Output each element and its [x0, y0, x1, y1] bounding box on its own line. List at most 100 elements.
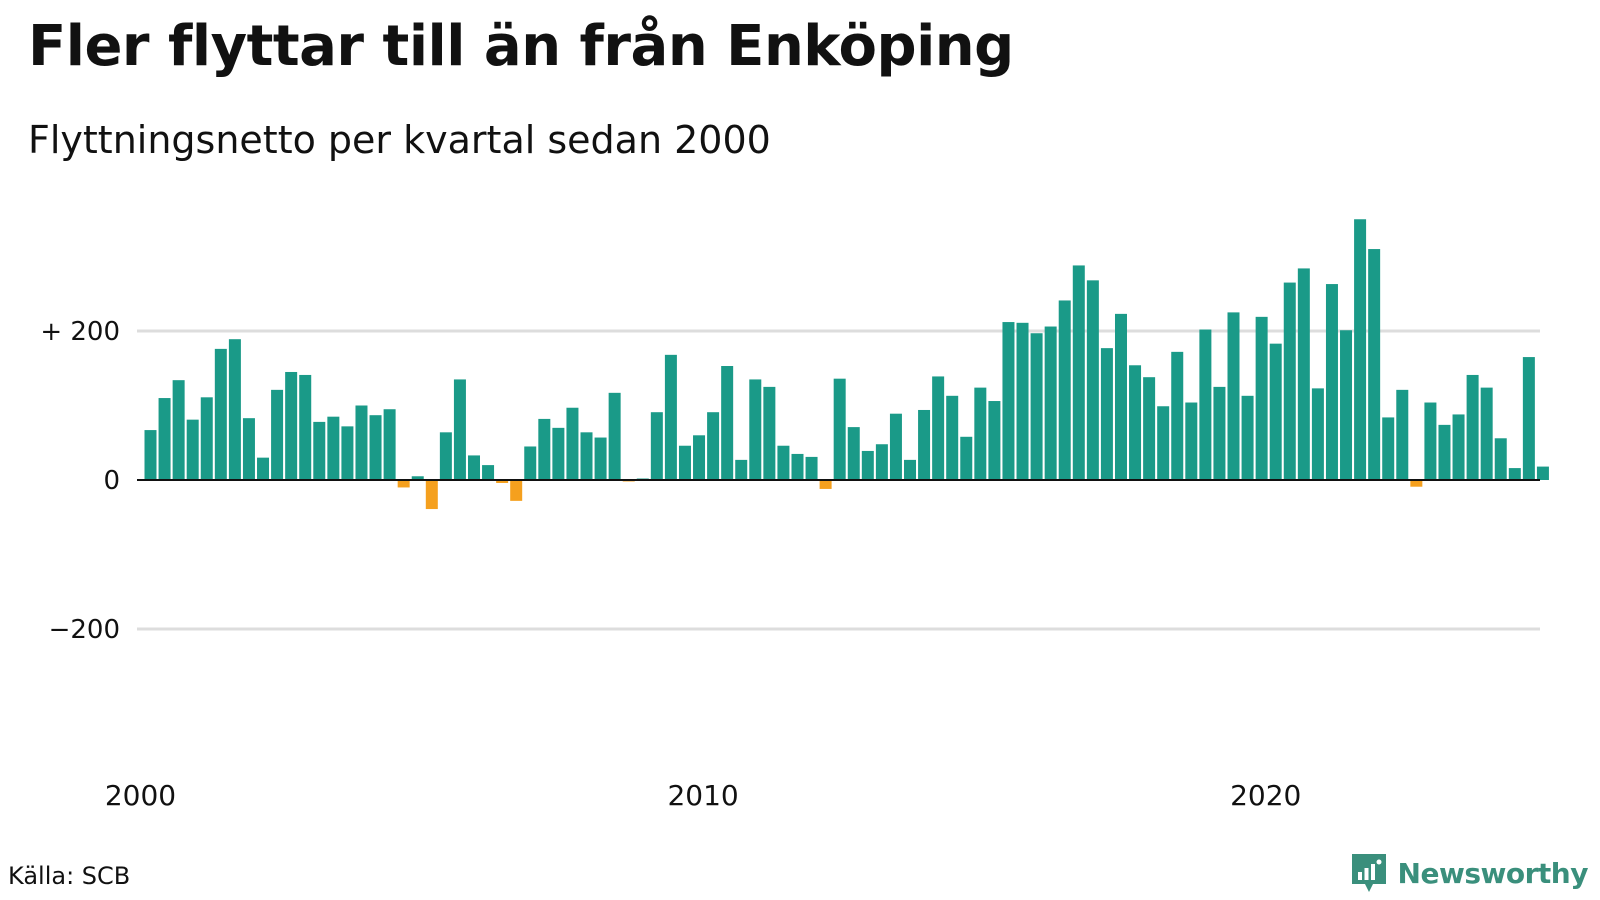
bar [242, 418, 255, 481]
bar [1325, 284, 1338, 480]
bar [1354, 219, 1367, 480]
bar [214, 348, 227, 480]
bar [763, 386, 776, 481]
bar [1283, 282, 1296, 480]
bar [327, 416, 340, 481]
bar [594, 437, 607, 480]
newsworthy-logo-icon [1351, 854, 1386, 892]
brand-name: Newsworthy [1397, 856, 1589, 890]
bar [1297, 268, 1310, 480]
bar [313, 421, 326, 480]
bar [397, 480, 410, 488]
bar [1424, 402, 1437, 480]
bar [875, 444, 888, 480]
y-tick-labels: + 200 0 −200 [40, 317, 120, 645]
bar [1002, 322, 1015, 480]
bar [1269, 343, 1282, 480]
bar [678, 445, 691, 480]
bar [1466, 374, 1479, 480]
bar [1410, 480, 1423, 487]
bar [707, 412, 720, 480]
bar [693, 435, 706, 480]
bar [946, 395, 959, 480]
bar [1227, 312, 1240, 481]
x-tick-label: 2020 [1230, 779, 1301, 812]
source-note: Källa: SCB [8, 862, 131, 890]
bar [1241, 395, 1254, 480]
y-tick-label: 0 [103, 466, 120, 496]
bar [538, 418, 551, 480]
bar [608, 392, 621, 480]
bar [1494, 438, 1507, 480]
bar [664, 354, 677, 480]
bar [791, 453, 804, 480]
bar [1058, 300, 1071, 480]
bar [1382, 417, 1395, 480]
brand-logo[interactable]: Newsworthy [1350, 852, 1589, 894]
bar [1255, 316, 1268, 481]
bar [1396, 389, 1409, 480]
bar [1536, 466, 1549, 480]
bar [721, 366, 734, 480]
bar [257, 457, 270, 480]
bar [355, 405, 368, 480]
bar [904, 459, 917, 480]
bar [1086, 280, 1099, 480]
bar [1213, 386, 1226, 481]
x-tick-label: 2010 [667, 779, 738, 812]
bar [988, 401, 1001, 480]
bar [749, 379, 762, 481]
bar [468, 455, 480, 481]
bar [1072, 265, 1085, 480]
bar [383, 409, 396, 481]
bar [439, 432, 452, 480]
bar [186, 419, 199, 480]
bar [228, 339, 241, 480]
bar [1438, 424, 1451, 480]
bar [552, 427, 565, 480]
bar [158, 398, 171, 480]
bar [777, 445, 790, 480]
bar [496, 480, 509, 483]
bar [819, 480, 832, 489]
chart-subtitle: Flyttningsnetto per kvartal sedan 2000 [28, 118, 771, 162]
bar [1199, 329, 1212, 480]
bar [1508, 468, 1521, 480]
bar [285, 371, 298, 481]
bar [650, 412, 663, 480]
bar [1030, 333, 1043, 480]
y-tick-label: + 200 [40, 317, 120, 347]
bar [144, 430, 157, 480]
bar [411, 476, 424, 480]
bar [861, 450, 874, 480]
bar [271, 389, 284, 480]
bar [974, 387, 987, 480]
bar [510, 480, 523, 501]
bars [144, 219, 1549, 510]
bar [200, 397, 213, 480]
bar [172, 380, 185, 480]
bar [833, 378, 846, 480]
bar [580, 432, 593, 480]
y-tick-label: −200 [49, 615, 120, 645]
bar [1480, 387, 1493, 480]
bar [369, 415, 382, 480]
bar [1129, 365, 1142, 480]
bar [1143, 377, 1156, 480]
bar [932, 376, 945, 480]
bar [1368, 249, 1381, 480]
bar [341, 426, 354, 480]
bar [1522, 357, 1535, 480]
bar [1171, 351, 1184, 480]
bar [1100, 348, 1113, 480]
bar [1185, 402, 1198, 480]
bar [1340, 330, 1353, 480]
bar [453, 379, 466, 481]
bar [1157, 406, 1170, 480]
bar [1311, 388, 1324, 481]
bar [482, 465, 495, 480]
bar [1016, 322, 1029, 480]
bar [960, 436, 973, 480]
x-tick-label: 2000 [105, 779, 176, 812]
